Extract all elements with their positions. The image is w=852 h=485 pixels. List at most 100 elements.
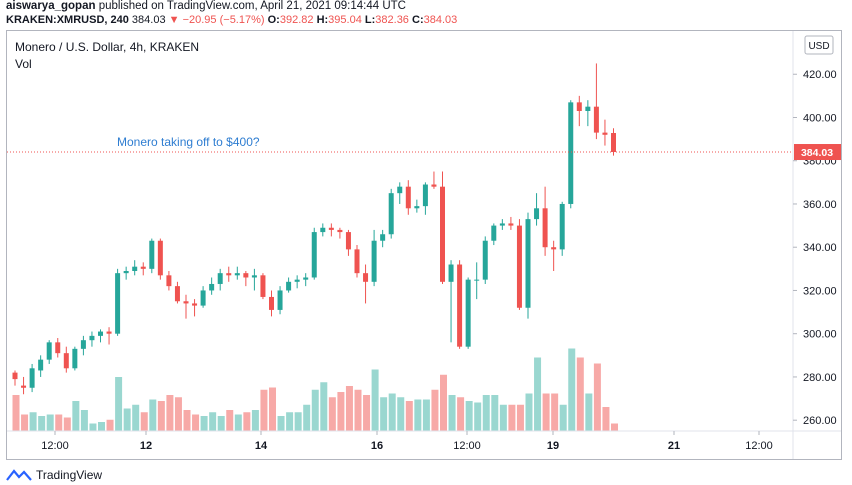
candle-body [260, 275, 266, 297]
candle-body [89, 335, 95, 341]
candle-body [80, 340, 86, 349]
down-arrow-icon: ▼ [168, 14, 180, 26]
candle-body [234, 273, 240, 276]
candle-body [21, 385, 27, 388]
candle-body [183, 301, 189, 304]
candle-body [38, 359, 44, 371]
candlestick-chart[interactable]: 260.00280.00300.00320.00340.00360.00380.… [7, 31, 841, 459]
price-axis: 260.00280.00300.00320.00340.00360.00380.… [793, 69, 837, 427]
volume-bar [440, 374, 447, 431]
candle-body [226, 273, 232, 276]
candle-body [397, 186, 403, 194]
volume-bar [397, 397, 405, 431]
volume-bar [12, 395, 20, 431]
candle-body [251, 275, 257, 278]
candle-body [551, 247, 557, 250]
volume-bar [311, 389, 319, 431]
candle-body [363, 273, 369, 282]
candle-body [388, 193, 394, 235]
open-value: 392.82 [279, 14, 314, 26]
close-label: C: [412, 14, 424, 26]
candle-body [611, 133, 616, 153]
volume-bar [38, 416, 46, 431]
author-name: aiswarya_gopan [6, 0, 96, 12]
volume-bar [380, 397, 388, 431]
volume-bar [192, 414, 200, 431]
published-text: published on TradingView.com, April 21, … [98, 0, 406, 12]
candle-body [209, 283, 215, 291]
volume-bar [21, 414, 29, 431]
candle-body [593, 106, 599, 133]
volume-bar [559, 404, 567, 431]
volume-bar [106, 419, 114, 431]
candle-body [516, 225, 522, 308]
volume-bar [414, 399, 422, 431]
volume-bar [140, 412, 148, 431]
volume-bar [269, 387, 276, 431]
volume-bar [183, 410, 191, 431]
candle-body [29, 368, 35, 388]
candle-body [294, 279, 300, 282]
candle-body [303, 277, 309, 280]
candle-body [192, 303, 198, 306]
volume-bar [405, 401, 413, 431]
volume-bar [388, 393, 396, 431]
volume-bar [320, 382, 328, 431]
time-tick-label: 19 [547, 440, 559, 452]
chart-frame: 260.00 280.00 300.00 320.00 340.00 360.00 380.… [6, 30, 842, 460]
volume-bar [157, 401, 165, 431]
candle-body [328, 227, 334, 230]
time-tick-label: 16 [371, 440, 383, 452]
volume-bar [80, 410, 88, 431]
high-label: H: [316, 14, 329, 26]
annotation-text[interactable]: Monero taking off to $400? [117, 135, 260, 149]
volume-bar [371, 369, 379, 431]
volume-label: Vol [15, 57, 32, 71]
time-tick-label: 12:00 [41, 440, 69, 452]
volume-bar [98, 422, 105, 431]
candle-body [457, 264, 463, 347]
currency-label: USD [808, 41, 829, 52]
candle-body [525, 219, 531, 308]
candle-body [585, 106, 591, 111]
candle-body [123, 271, 129, 274]
volume-bar [72, 401, 80, 431]
candle-body [440, 186, 445, 282]
volume-bar [286, 412, 294, 431]
volume-bar [491, 395, 499, 431]
price-tick-label: 320.00 [803, 285, 837, 297]
price-tick-label: 260.00 [803, 415, 837, 427]
volume-bar [132, 404, 140, 431]
volume-bar [534, 357, 542, 431]
candles [12, 63, 616, 395]
price-tick-label: 360.00 [803, 199, 837, 211]
candle-body [286, 281, 292, 291]
candle-body [414, 206, 420, 209]
candle-body [115, 273, 121, 334]
candle-body [63, 353, 69, 369]
volume-bar [63, 417, 71, 431]
low-value: 382.36 [375, 14, 409, 26]
volume-bar [303, 404, 311, 431]
footer: TradingView [6, 468, 102, 482]
candle-body [380, 234, 386, 241]
time-tick-label: 12:00 [745, 440, 773, 452]
candle-body [465, 279, 471, 347]
volume-bar [294, 412, 302, 431]
volume-bar [200, 416, 208, 431]
volume-bar [542, 393, 550, 431]
candle-body [320, 227, 326, 233]
candle-body [602, 132, 608, 135]
candle-body [149, 240, 155, 269]
candle-body [559, 203, 565, 250]
volume-bar [551, 393, 559, 431]
footer-brand: TradingView [36, 468, 103, 482]
candle-body [422, 184, 428, 207]
volume-bar [251, 410, 259, 431]
price-tag-value: 384.03 [801, 147, 833, 159]
volume-bar [465, 401, 473, 431]
volume-bar [516, 404, 524, 431]
volume-bar [431, 389, 439, 431]
volume-bar [174, 397, 182, 431]
price-tag [794, 144, 841, 161]
